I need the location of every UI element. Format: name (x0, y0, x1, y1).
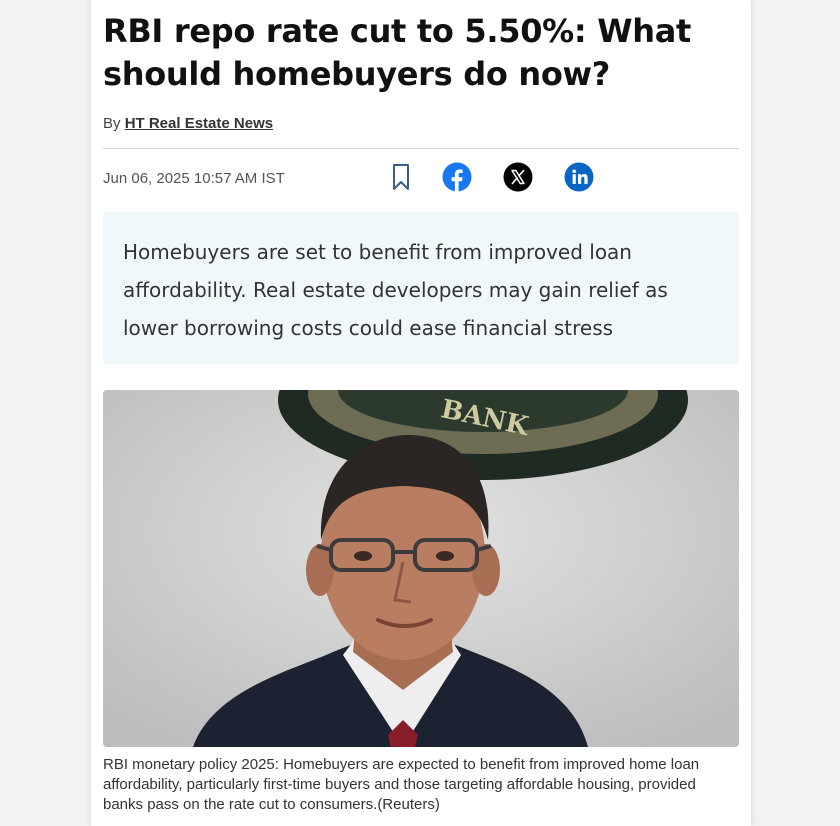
article-summary: Homebuyers are set to benefit from impro… (103, 212, 739, 364)
article-photo: BANK (103, 390, 739, 747)
facebook-icon (442, 162, 472, 192)
publish-date: Jun 06, 2025 10:57 AM IST (103, 170, 285, 187)
article-page: RBI repo rate cut to 5.50%: What should … (91, 0, 751, 826)
linkedin-icon (564, 162, 594, 192)
share-linkedin-button[interactable] (564, 162, 594, 192)
rbi-governor-photo: BANK (103, 390, 739, 747)
byline: By HT Real Estate News (103, 115, 273, 132)
divider (103, 148, 739, 149)
bookmark-button[interactable] (386, 162, 416, 192)
photo-caption: RBI monetary policy 2025: Homebuyers are… (103, 756, 700, 813)
summary-text: Homebuyers are set to benefit from impro… (123, 240, 668, 340)
rbi-seal-emblem: BANK (278, 390, 688, 480)
share-x-button[interactable] (503, 162, 533, 192)
x-icon (503, 162, 533, 192)
author-link[interactable]: HT Real Estate News (124, 115, 274, 132)
article-headline: RBI repo rate cut to 5.50%: What should … (103, 12, 692, 93)
share-facebook-button[interactable] (442, 162, 472, 192)
byline-prefix: By (103, 115, 121, 132)
bookmark-icon (393, 164, 409, 190)
